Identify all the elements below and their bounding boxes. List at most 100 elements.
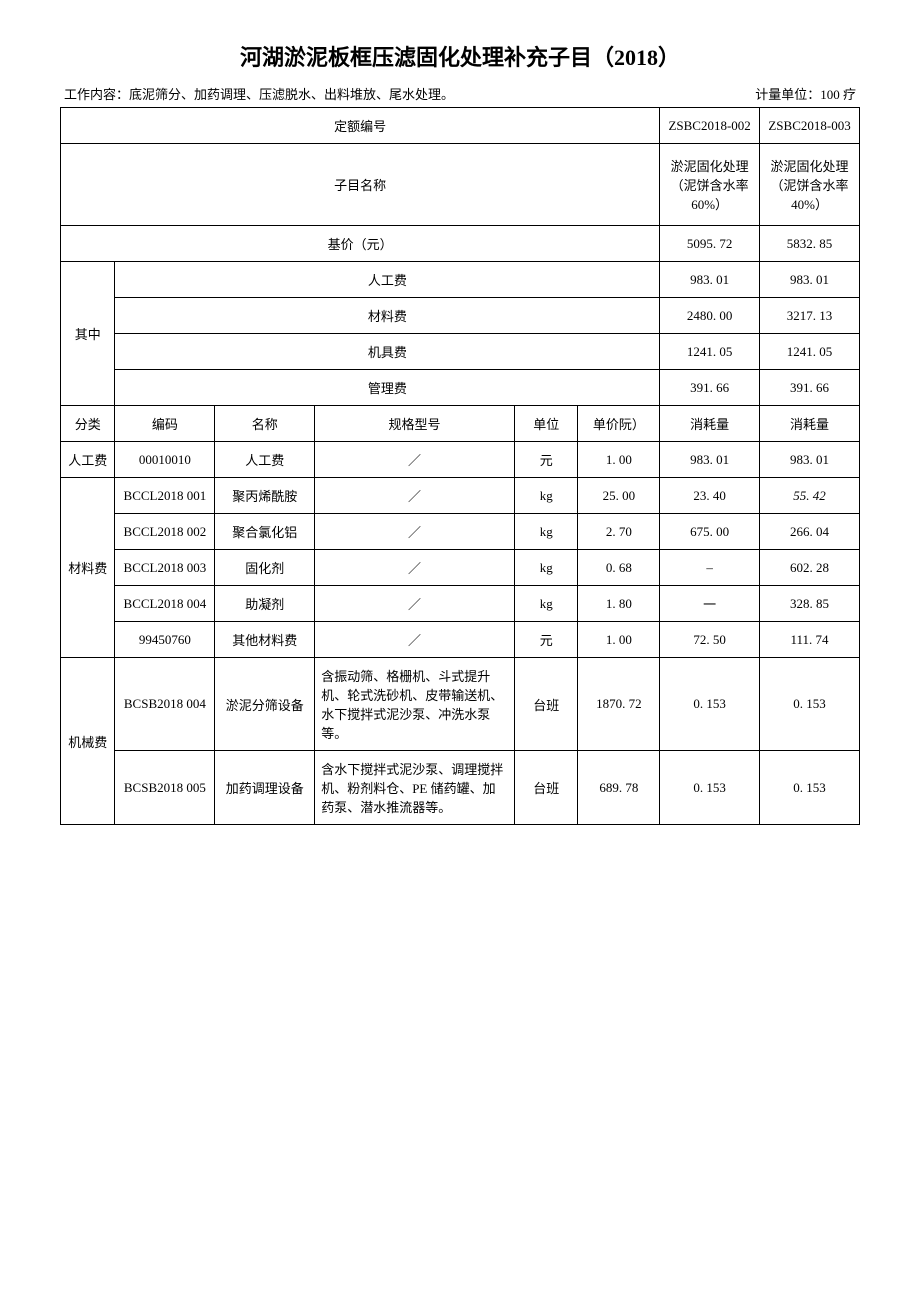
cell-q2: 111. 74 xyxy=(760,622,860,658)
cell-name: 人工费 xyxy=(215,442,315,478)
category-machine: 机械费 xyxy=(61,658,115,825)
machine-fee-2: 1241. 05 xyxy=(760,334,860,370)
cell-price: 1. 00 xyxy=(578,622,660,658)
table-row: 材料费 BCCL2018 001 聚丙烯酰胺 ／ kg 25. 00 23. 4… xyxy=(61,478,860,514)
cell-price: 2. 70 xyxy=(578,514,660,550)
cell-spec: ／ xyxy=(315,550,515,586)
cell-price: 0. 68 xyxy=(578,550,660,586)
cell-price: 689. 78 xyxy=(578,751,660,825)
table-row: 机械费 BCSB2018 004 淤泥分筛设备 含振动筛、格栅机、斗式提升机、轮… xyxy=(61,658,860,751)
col-category: 分类 xyxy=(61,406,115,442)
cell-unit: kg xyxy=(514,478,578,514)
table-row: BCCL2018 002 聚合氯化铝 ／ kg 2. 70 675. 00 26… xyxy=(61,514,860,550)
table-row: BCSB2018 005 加药调理设备 含水下搅拌式泥沙泵、调理搅拌机、粉剂料仓… xyxy=(61,751,860,825)
base-price-2: 5832. 85 xyxy=(760,226,860,262)
cell-q2: 0. 153 xyxy=(760,658,860,751)
page-title: 河湖淤泥板框压滤固化处理补充子目（2018） xyxy=(60,40,860,72)
category-material: 材料费 xyxy=(61,478,115,658)
subitem-name-label: 子目名称 xyxy=(61,144,660,226)
subitem-name-1: 淤泥固化处理（泥饼含水率 60%） xyxy=(660,144,760,226)
subitem-name-row: 子目名称 淤泥固化处理（泥饼含水率 60%） 淤泥固化处理（泥饼含水率 40%） xyxy=(61,144,860,226)
cell-unit: kg xyxy=(514,514,578,550)
cell-name: 其他材料费 xyxy=(215,622,315,658)
cell-price: 1. 00 xyxy=(578,442,660,478)
col-name: 名称 xyxy=(215,406,315,442)
table-row: 人工费 00010010 人工费 ／ 元 1. 00 983. 01 983. … xyxy=(61,442,860,478)
cell-unit: 台班 xyxy=(514,751,578,825)
cell-q2: 983. 01 xyxy=(760,442,860,478)
cell-spec: ／ xyxy=(315,442,515,478)
cell-code: BCCL2018 001 xyxy=(115,478,215,514)
cell-q1: – xyxy=(660,550,760,586)
col-spec: 规格型号 xyxy=(315,406,515,442)
cell-q1: 983. 01 xyxy=(660,442,760,478)
cell-price: 1. 80 xyxy=(578,586,660,622)
cell-q2: 55. 42 xyxy=(760,478,860,514)
cell-code: BCSB2018 004 xyxy=(115,658,215,751)
cell-price: 1870. 72 xyxy=(578,658,660,751)
quota-number-1: ZSBC2018-002 xyxy=(660,108,760,144)
cell-unit: 元 xyxy=(514,442,578,478)
cell-q1: 72. 50 xyxy=(660,622,760,658)
cell-spec: ／ xyxy=(315,586,515,622)
cell-price: 25. 00 xyxy=(578,478,660,514)
quota-number-2: ZSBC2018-003 xyxy=(760,108,860,144)
table-row: 99450760 其他材料费 ／ 元 1. 00 72. 50 111. 74 xyxy=(61,622,860,658)
material-fee-1: 2480. 00 xyxy=(660,298,760,334)
cell-q2: 266. 04 xyxy=(760,514,860,550)
table-row: BCCL2018 003 固化剂 ／ kg 0. 68 – 602. 28 xyxy=(61,550,860,586)
machine-fee-label: 机具费 xyxy=(115,334,660,370)
cell-code: BCCL2018 004 xyxy=(115,586,215,622)
cell-q1: 23. 40 xyxy=(660,478,760,514)
base-price-row: 基价（元） 5095. 72 5832. 85 xyxy=(61,226,860,262)
cell-unit: kg xyxy=(514,586,578,622)
material-fee-row: 材料费 2480. 00 3217. 13 xyxy=(61,298,860,334)
cell-q2: 0. 153 xyxy=(760,751,860,825)
manage-fee-label: 管理费 xyxy=(115,370,660,406)
material-fee-label: 材料费 xyxy=(115,298,660,334)
machine-fee-row: 机具费 1241. 05 1241. 05 xyxy=(61,334,860,370)
labor-fee-2: 983. 01 xyxy=(760,262,860,298)
cell-name: 加药调理设备 xyxy=(215,751,315,825)
cell-code: BCCL2018 002 xyxy=(115,514,215,550)
cell-spec: ／ xyxy=(315,514,515,550)
cell-spec: ／ xyxy=(315,622,515,658)
quota-number-row: 定额编号 ZSBC2018-002 ZSBC2018-003 xyxy=(61,108,860,144)
manage-fee-1: 391. 66 xyxy=(660,370,760,406)
category-labor: 人工费 xyxy=(61,442,115,478)
cell-spec: ／ xyxy=(315,478,515,514)
unit-label: 计量单位：100 疗 xyxy=(755,84,856,103)
material-fee-2: 3217. 13 xyxy=(760,298,860,334)
table-row: BCCL2018 004 助凝剂 ／ kg 1. 80 一 328. 85 xyxy=(61,586,860,622)
manage-fee-row: 管理费 391. 66 391. 66 xyxy=(61,370,860,406)
col-unit: 单位 xyxy=(514,406,578,442)
cell-name: 聚合氯化铝 xyxy=(215,514,315,550)
cell-q1: 一 xyxy=(660,586,760,622)
cell-name: 固化剂 xyxy=(215,550,315,586)
column-header-row: 分类 编码 名称 规格型号 单位 单价阮） 消耗量 消耗量 xyxy=(61,406,860,442)
cell-spec: 含水下搅拌式泥沙泵、调理搅拌机、粉剂料仓、PE 储药罐、加药泵、潜水推流器等。 xyxy=(315,751,515,825)
quota-table: 定额编号 ZSBC2018-002 ZSBC2018-003 子目名称 淤泥固化… xyxy=(60,107,860,825)
cell-code: 99450760 xyxy=(115,622,215,658)
col-code: 编码 xyxy=(115,406,215,442)
cell-code: 00010010 xyxy=(115,442,215,478)
cell-code: BCCL2018 003 xyxy=(115,550,215,586)
of-which-label: 其中 xyxy=(61,262,115,406)
cell-q2: 602. 28 xyxy=(760,550,860,586)
cell-spec: 含振动筛、格栅机、斗式提升机、轮式洗砂机、皮带输送机、水下搅拌式泥沙泵、冲洗水泵… xyxy=(315,658,515,751)
work-content: 工作内容：底泥筛分、加药调理、压滤脱水、出料堆放、尾水处理。 xyxy=(64,84,454,103)
cell-unit: 元 xyxy=(514,622,578,658)
col-consume-1: 消耗量 xyxy=(660,406,760,442)
subtitle-row: 工作内容：底泥筛分、加药调理、压滤脱水、出料堆放、尾水处理。 计量单位：100 … xyxy=(60,84,860,103)
cell-name: 聚丙烯酰胺 xyxy=(215,478,315,514)
base-price-label: 基价（元） xyxy=(61,226,660,262)
cell-q2: 328. 85 xyxy=(760,586,860,622)
labor-fee-1: 983. 01 xyxy=(660,262,760,298)
base-price-1: 5095. 72 xyxy=(660,226,760,262)
subitem-name-2: 淤泥固化处理（泥饼含水率 40%） xyxy=(760,144,860,226)
cell-unit: 台班 xyxy=(514,658,578,751)
cell-name: 淤泥分筛设备 xyxy=(215,658,315,751)
col-price: 单价阮） xyxy=(578,406,660,442)
cell-name: 助凝剂 xyxy=(215,586,315,622)
cell-q1: 0. 153 xyxy=(660,751,760,825)
